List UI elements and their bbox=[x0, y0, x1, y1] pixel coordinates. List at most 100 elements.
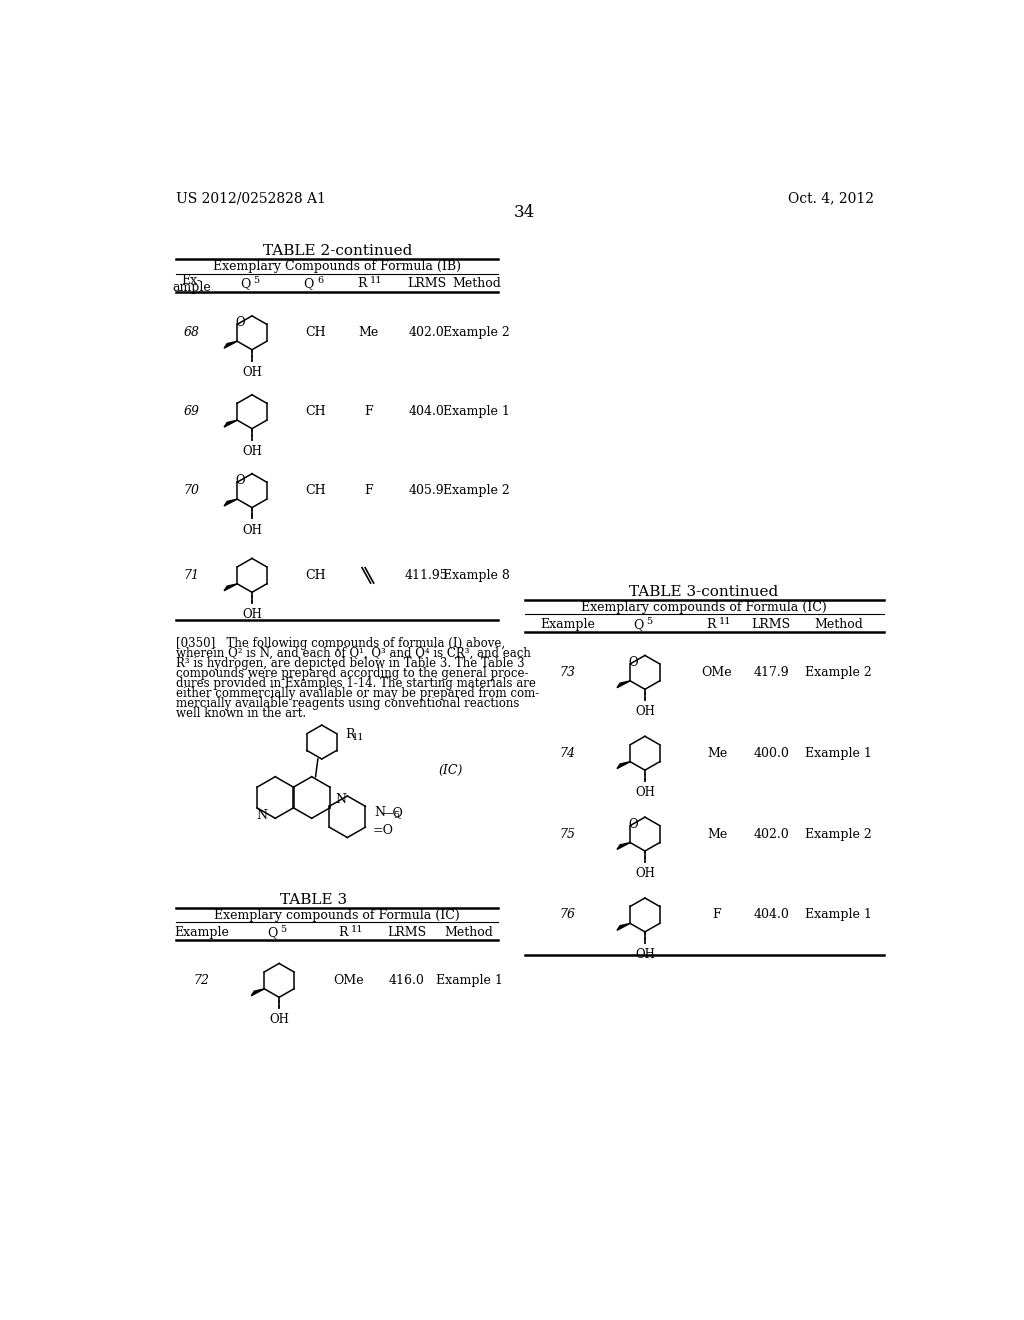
Text: 411.95: 411.95 bbox=[404, 569, 449, 582]
Text: TABLE 2-continued: TABLE 2-continued bbox=[262, 244, 412, 257]
Text: Q: Q bbox=[304, 277, 314, 290]
Text: Method: Method bbox=[453, 277, 501, 290]
Text: Example 2: Example 2 bbox=[805, 828, 872, 841]
Text: Example: Example bbox=[540, 618, 595, 631]
Polygon shape bbox=[224, 342, 238, 348]
Text: Example 8: Example 8 bbox=[443, 569, 510, 582]
Polygon shape bbox=[617, 842, 630, 850]
Text: [0350]   The following compounds of formula (I) above,: [0350] The following compounds of formul… bbox=[176, 636, 505, 649]
Text: OH: OH bbox=[635, 787, 655, 800]
Polygon shape bbox=[224, 499, 238, 506]
Text: CH: CH bbox=[305, 405, 326, 418]
Text: 402.0: 402.0 bbox=[409, 326, 444, 339]
Text: 11: 11 bbox=[370, 276, 382, 285]
Text: O: O bbox=[236, 317, 245, 329]
Text: LRMS: LRMS bbox=[752, 618, 791, 631]
Text: 69: 69 bbox=[183, 405, 200, 418]
Text: CH: CH bbox=[305, 484, 326, 498]
Text: TABLE 3: TABLE 3 bbox=[281, 892, 347, 907]
Text: well known in the art.: well known in the art. bbox=[176, 706, 306, 719]
Text: OH: OH bbox=[269, 1014, 289, 1027]
Text: 75: 75 bbox=[559, 828, 575, 841]
Text: O: O bbox=[629, 656, 638, 669]
Text: OH: OH bbox=[242, 609, 262, 622]
Text: Q: Q bbox=[240, 277, 251, 290]
Text: LRMS: LRMS bbox=[407, 277, 445, 290]
Text: 5: 5 bbox=[254, 276, 260, 285]
Text: 5: 5 bbox=[646, 616, 652, 626]
Text: compounds were prepared according to the general proce-: compounds were prepared according to the… bbox=[176, 667, 528, 680]
Text: 404.0: 404.0 bbox=[754, 908, 790, 921]
Text: 402.0: 402.0 bbox=[754, 828, 790, 841]
Text: =O: =O bbox=[372, 824, 393, 837]
Text: CH: CH bbox=[305, 569, 326, 582]
Text: ample: ample bbox=[172, 281, 211, 294]
Text: Method: Method bbox=[814, 618, 863, 631]
Text: Example 2: Example 2 bbox=[443, 326, 510, 339]
Text: mercially available reagents using conventional reactions: mercially available reagents using conve… bbox=[176, 697, 519, 710]
Text: R: R bbox=[345, 727, 354, 741]
Text: R: R bbox=[706, 618, 716, 631]
Text: 416.0: 416.0 bbox=[389, 974, 425, 987]
Text: 68: 68 bbox=[183, 326, 200, 339]
Polygon shape bbox=[617, 924, 630, 931]
Text: Q: Q bbox=[633, 618, 643, 631]
Text: 11: 11 bbox=[350, 925, 362, 933]
Text: 71: 71 bbox=[183, 569, 200, 582]
Polygon shape bbox=[617, 762, 630, 768]
Text: 5: 5 bbox=[281, 925, 287, 933]
Polygon shape bbox=[224, 420, 238, 428]
Text: 6: 6 bbox=[317, 276, 324, 285]
Text: 417.9: 417.9 bbox=[754, 665, 790, 678]
Text: OH: OH bbox=[635, 705, 655, 718]
Text: Example: Example bbox=[174, 925, 229, 939]
Text: 404.0: 404.0 bbox=[409, 405, 444, 418]
Text: 34: 34 bbox=[514, 203, 536, 220]
Text: N: N bbox=[256, 809, 267, 821]
Text: OH: OH bbox=[635, 867, 655, 880]
Text: OH: OH bbox=[635, 948, 655, 961]
Text: Oct. 4, 2012: Oct. 4, 2012 bbox=[787, 191, 873, 206]
Text: 76: 76 bbox=[559, 908, 575, 921]
Text: —Q: —Q bbox=[381, 807, 403, 820]
Text: Me: Me bbox=[358, 326, 379, 339]
Text: Exemplary Compounds of Formula (IB): Exemplary Compounds of Formula (IB) bbox=[213, 260, 461, 273]
Text: Example 2: Example 2 bbox=[443, 484, 510, 498]
Text: 74: 74 bbox=[559, 747, 575, 760]
Text: LRMS: LRMS bbox=[387, 925, 427, 939]
Text: Example 1: Example 1 bbox=[435, 974, 503, 987]
Text: Ex-: Ex- bbox=[181, 273, 202, 286]
Text: O: O bbox=[236, 474, 245, 487]
Text: either commercially available or may be prepared from com-: either commercially available or may be … bbox=[176, 686, 540, 700]
Text: N: N bbox=[375, 807, 385, 820]
Text: dures provided in Examples 1-14. The starting materials are: dures provided in Examples 1-14. The sta… bbox=[176, 677, 536, 689]
Text: F: F bbox=[364, 405, 373, 418]
Text: 405.9: 405.9 bbox=[409, 484, 444, 498]
Text: Example 1: Example 1 bbox=[443, 405, 510, 418]
Text: TABLE 3-continued: TABLE 3-continued bbox=[629, 585, 778, 599]
Text: 73: 73 bbox=[559, 665, 575, 678]
Text: R: R bbox=[357, 277, 367, 290]
Text: O: O bbox=[629, 817, 638, 830]
Text: US 2012/0252828 A1: US 2012/0252828 A1 bbox=[176, 191, 326, 206]
Text: F: F bbox=[364, 484, 373, 498]
Text: 72: 72 bbox=[194, 974, 210, 987]
Text: CH: CH bbox=[305, 326, 326, 339]
Text: OMe: OMe bbox=[334, 974, 365, 987]
Polygon shape bbox=[617, 681, 630, 688]
Text: OH: OH bbox=[242, 445, 262, 458]
Text: 400.0: 400.0 bbox=[754, 747, 790, 760]
Text: N: N bbox=[336, 793, 347, 807]
Text: OH: OH bbox=[242, 524, 262, 537]
Text: 11: 11 bbox=[719, 616, 731, 626]
Text: Method: Method bbox=[444, 925, 494, 939]
Text: R: R bbox=[338, 925, 347, 939]
Text: Me: Me bbox=[707, 828, 727, 841]
Text: Exemplary compounds of Formula (IC): Exemplary compounds of Formula (IC) bbox=[581, 601, 826, 614]
Text: 11: 11 bbox=[352, 733, 365, 742]
Text: Example 2: Example 2 bbox=[805, 665, 872, 678]
Text: OH: OH bbox=[242, 366, 262, 379]
Text: 5: 5 bbox=[393, 812, 399, 821]
Text: Example 1: Example 1 bbox=[805, 747, 872, 760]
Text: 70: 70 bbox=[183, 484, 200, 498]
